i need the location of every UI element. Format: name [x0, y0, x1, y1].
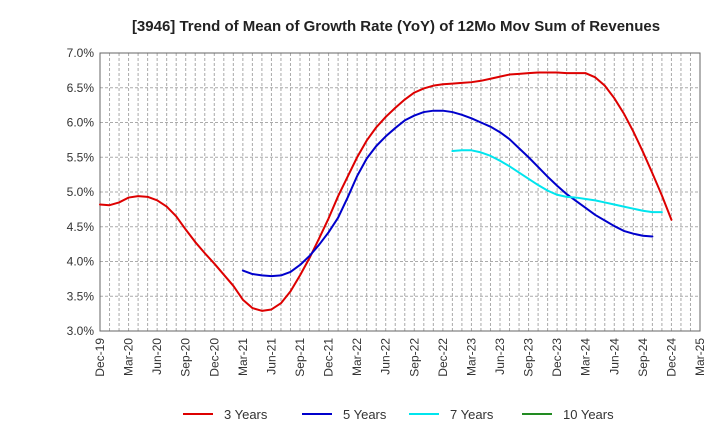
x-tick-label: Mar-21 [236, 338, 250, 376]
x-tick-label: Jun-21 [264, 338, 278, 375]
chart-title: [3946] Trend of Mean of Growth Rate (YoY… [132, 18, 660, 35]
y-tick-label: 5.5% [67, 150, 95, 164]
legend-label: 7 Years [450, 407, 494, 422]
x-tick-label: Mar-25 [693, 338, 707, 376]
x-tick-label: Mar-24 [579, 338, 593, 376]
series-line-7-years [451, 149, 663, 214]
y-tick-label: 5.0% [67, 185, 95, 199]
y-tick-label: 4.5% [67, 220, 95, 234]
x-tick-label: Dec-19 [93, 338, 107, 377]
legend-label: 3 Years [224, 407, 268, 422]
y-tick-label: 4.0% [67, 255, 95, 269]
x-tick-label: Jun-24 [607, 338, 621, 375]
legend-label: 10 Years [563, 407, 614, 422]
series [99, 71, 673, 312]
y-tick-label: 3.5% [67, 289, 95, 303]
plot-frame [99, 52, 701, 332]
x-tick-label: Mar-22 [350, 338, 364, 376]
x-tick-label: Sep-23 [522, 338, 536, 377]
y-tick-label: 3.0% [67, 324, 95, 338]
legend: 3 Years 5 Years 7 Years 10 Years [183, 407, 614, 422]
x-tick-label: Dec-22 [436, 338, 450, 377]
x-tick-label: Dec-21 [322, 338, 336, 377]
x-tick-label: Mar-20 [122, 338, 136, 376]
x-tick-label: Sep-24 [636, 338, 650, 377]
x-tick-label: Jun-23 [493, 338, 507, 375]
x-tick-label: Dec-20 [207, 338, 221, 377]
x-tick-label: Dec-24 [664, 338, 678, 377]
y-tick-label: 6.5% [67, 81, 95, 95]
x-tick-label: Jun-22 [379, 338, 393, 375]
y-tick-label: 7.0% [67, 46, 95, 60]
legend-label: 5 Years [343, 407, 387, 422]
y-tick-label: 6.0% [67, 116, 95, 130]
series-line-5-years [241, 109, 654, 278]
series-line-3-years [99, 71, 673, 312]
x-tick-label: Mar-23 [464, 338, 478, 376]
x-tick-label: Sep-20 [179, 338, 193, 377]
axes: 3.0% 3.5% 4.0% 4.5% 5.0% 5.5% 6.0% 6.5% 7.0% Dec-… [67, 46, 707, 377]
x-tick-label: Dec-23 [550, 338, 564, 377]
grid [100, 53, 700, 331]
x-tick-label: Sep-21 [293, 338, 307, 377]
x-tick-label: Sep-22 [407, 338, 421, 377]
x-tick-label: Jun-20 [150, 338, 164, 375]
